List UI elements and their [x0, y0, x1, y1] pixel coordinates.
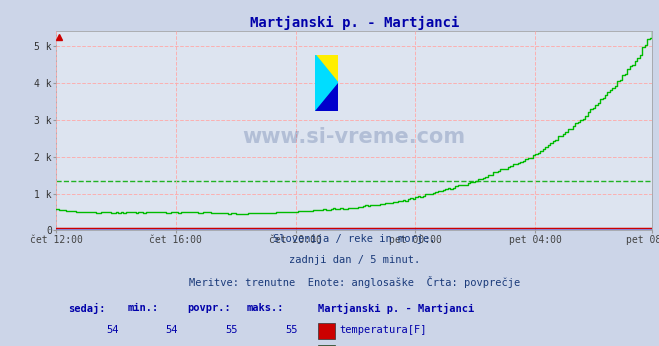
- Text: 55: 55: [285, 325, 298, 335]
- Text: Martjanski p. - Martjanci: Martjanski p. - Martjanci: [318, 303, 474, 314]
- Text: 54: 54: [166, 325, 179, 335]
- Text: Slovenija / reke in morje.: Slovenija / reke in morje.: [273, 234, 436, 244]
- Text: maks.:: maks.:: [247, 303, 285, 313]
- Text: zadnji dan / 5 minut.: zadnji dan / 5 minut.: [289, 255, 420, 265]
- Title: Martjanski p. - Martjanci: Martjanski p. - Martjanci: [250, 16, 459, 30]
- Text: povpr.:: povpr.:: [187, 303, 231, 313]
- Text: temperatura[F]: temperatura[F]: [339, 325, 427, 335]
- Text: Meritve: trenutne  Enote: anglosaške  Črta: povprečje: Meritve: trenutne Enote: anglosaške Črta…: [188, 276, 520, 289]
- Text: 55: 55: [225, 325, 238, 335]
- Text: 54: 54: [106, 325, 119, 335]
- Text: min.:: min.:: [128, 303, 159, 313]
- Text: sedaj:: sedaj:: [68, 303, 105, 314]
- Bar: [318, 345, 335, 346]
- Text: www.si-vreme.com: www.si-vreme.com: [243, 127, 466, 147]
- Bar: [318, 323, 335, 339]
